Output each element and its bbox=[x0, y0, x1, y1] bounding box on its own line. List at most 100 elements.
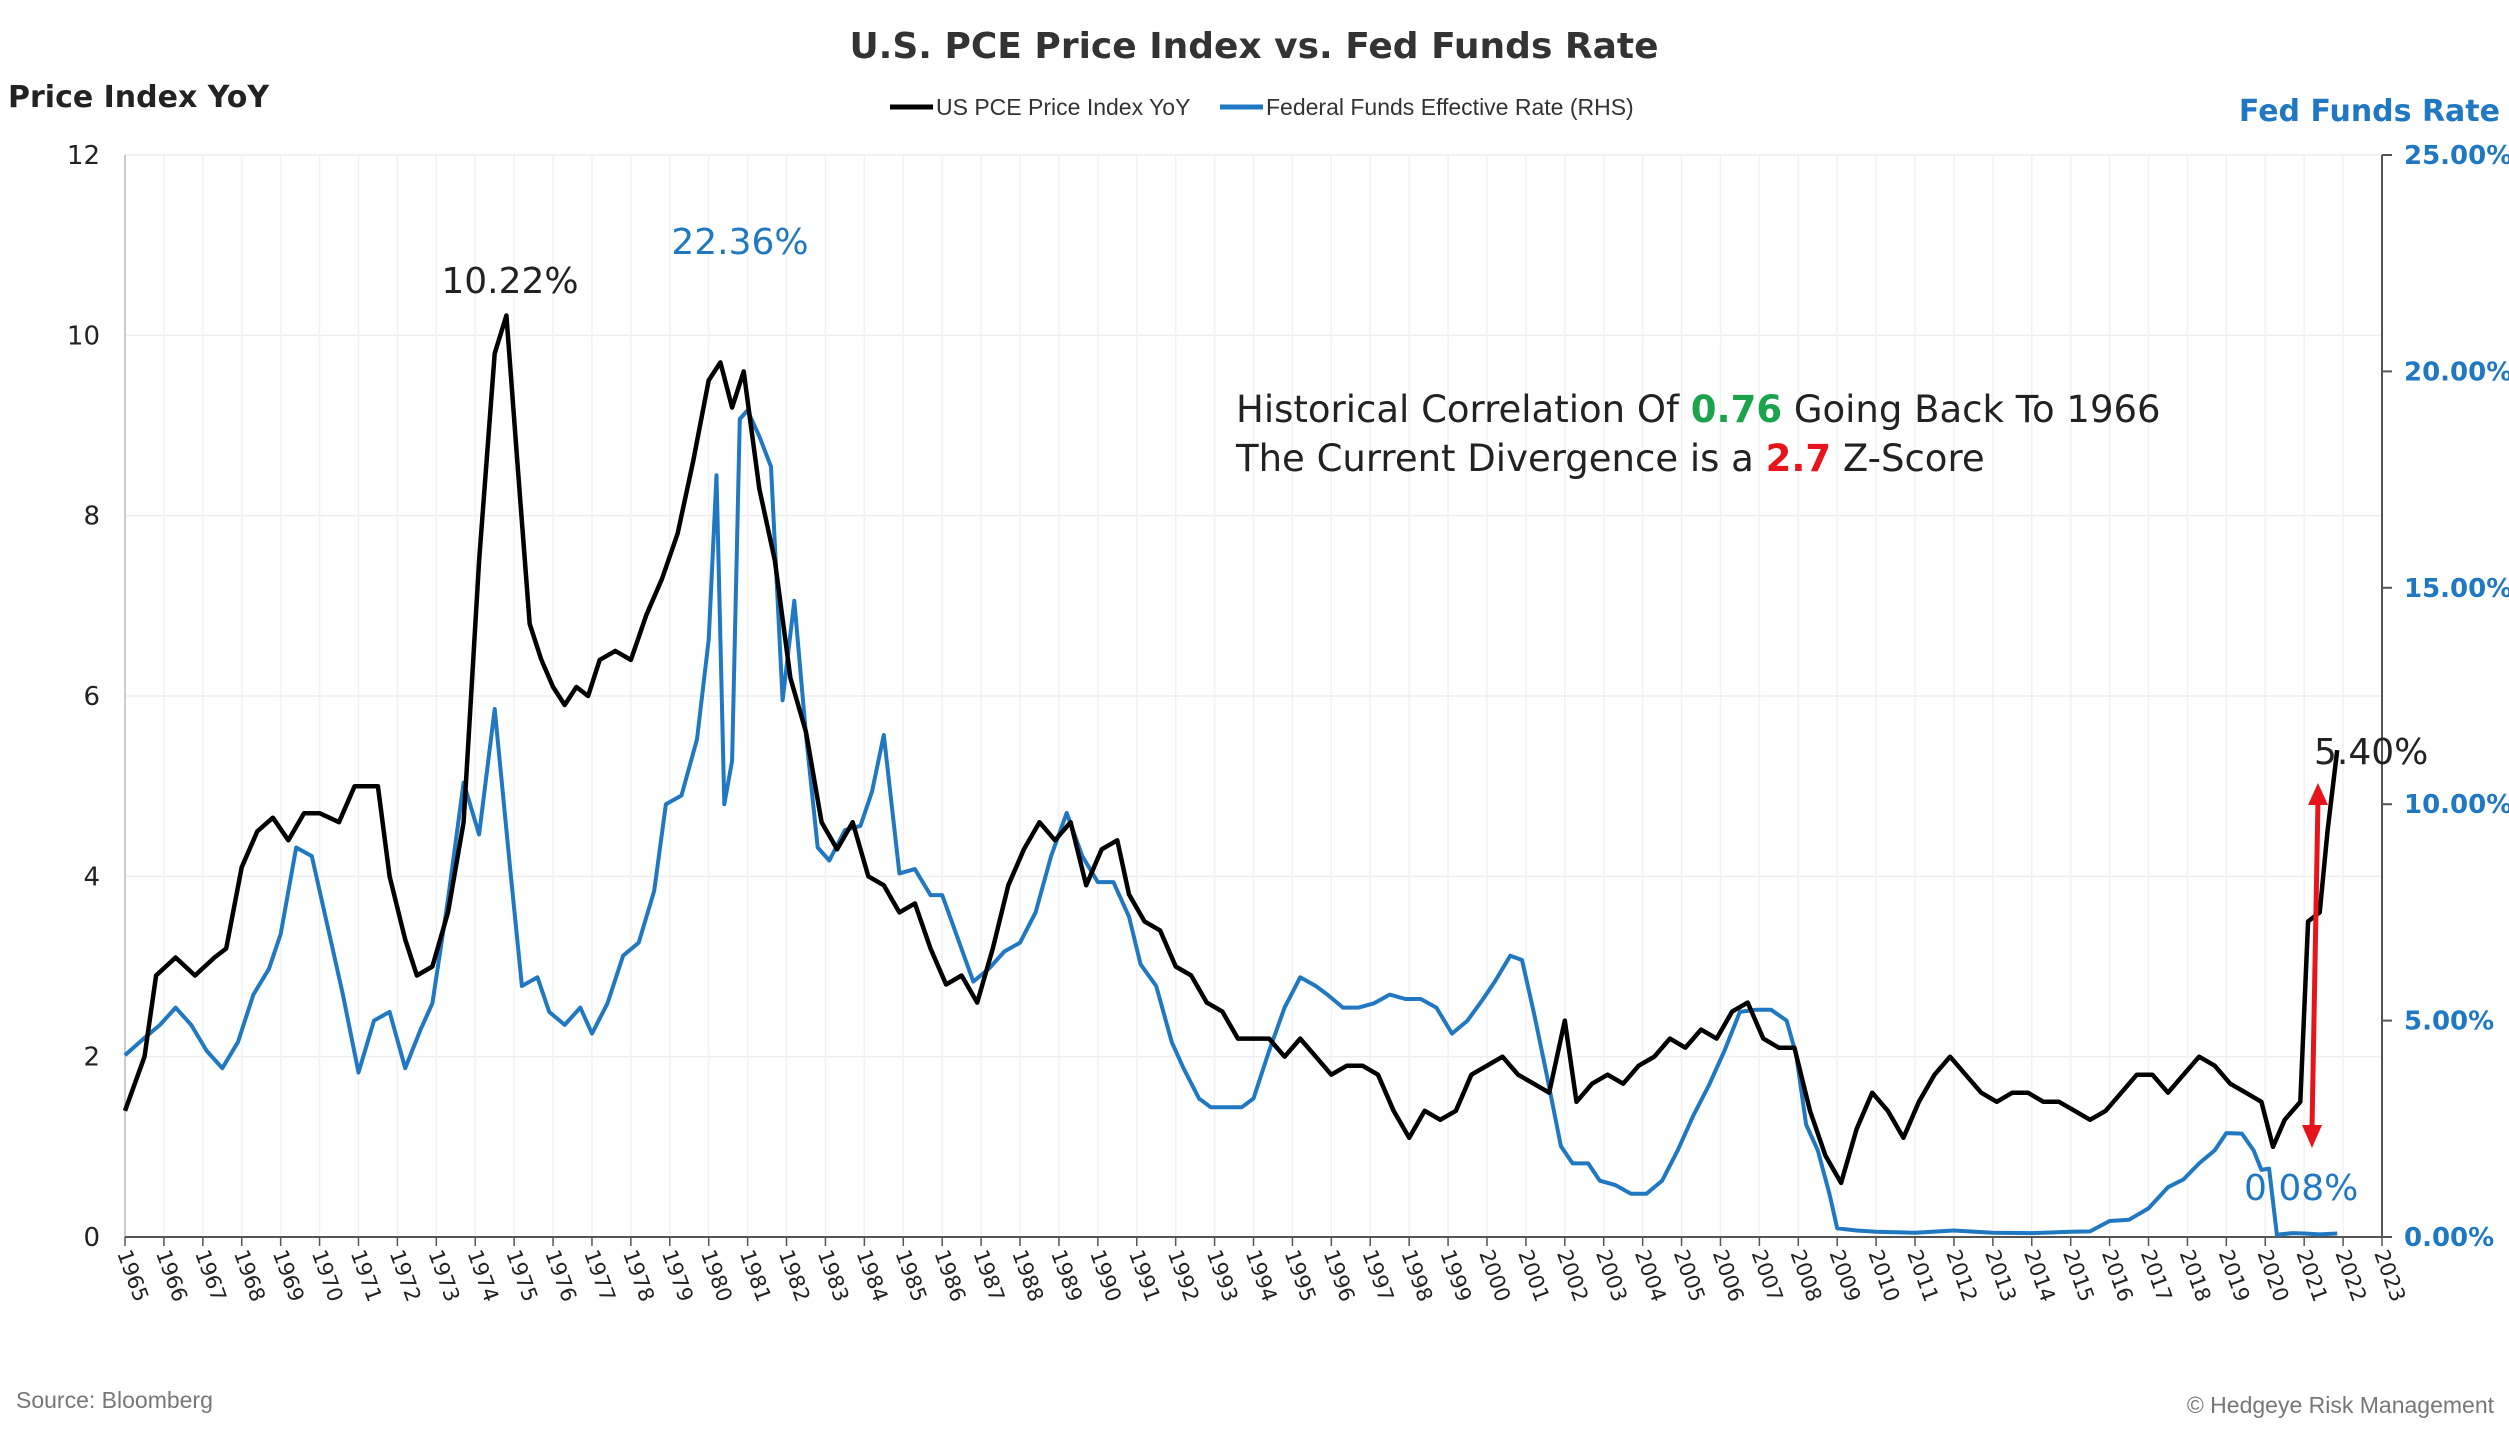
x-tick-label: 1976 bbox=[540, 1247, 581, 1305]
x-tick-label: 1985 bbox=[891, 1247, 932, 1305]
x-tick-label: 1966 bbox=[151, 1247, 192, 1305]
x-tick-label: 1975 bbox=[501, 1247, 542, 1305]
callout-fed-latest: 0.08% bbox=[2244, 1168, 2358, 1209]
x-tick-label: 2008 bbox=[1786, 1247, 1827, 1305]
right-y-ticks: 0.00% 5.00% 10.00% 15.00% 20.00% 25.00% bbox=[2382, 141, 2509, 1253]
x-tick-label: 2010 bbox=[1863, 1247, 1904, 1305]
divergence-arrow bbox=[2302, 783, 2328, 1148]
annotation-line1-suffix: Going Back To 1966 bbox=[1782, 388, 2161, 431]
y-tick-label-left: 4 bbox=[83, 862, 100, 892]
gridlines bbox=[124, 154, 2383, 1238]
x-tick-label: 1993 bbox=[1202, 1247, 1243, 1305]
x-tick-label: 1995 bbox=[1280, 1247, 1321, 1305]
chart-title: U.S. PCE Price Index vs. Fed Funds Rate bbox=[849, 26, 1658, 67]
x-tick-label: 2002 bbox=[1552, 1247, 1593, 1305]
x-tick-label: 2014 bbox=[2019, 1247, 2060, 1305]
x-tick-label: 2020 bbox=[2253, 1247, 2294, 1305]
x-tick-label: 1987 bbox=[968, 1247, 1009, 1305]
y-tick-label-left: 12 bbox=[67, 141, 100, 171]
x-tick-label: 1968 bbox=[229, 1247, 270, 1305]
x-tick-label: 1997 bbox=[1358, 1247, 1399, 1305]
y-tick-label-left: 2 bbox=[83, 1043, 100, 1073]
y-tick-label-left: 10 bbox=[67, 321, 100, 351]
x-tick-label: 1967 bbox=[190, 1247, 231, 1305]
copyright-note: © Hedgeye Risk Management bbox=[2187, 1392, 2495, 1418]
x-tick-label: 1981 bbox=[735, 1247, 776, 1305]
annotation-correlation-value: 0.76 bbox=[1691, 388, 1782, 431]
divergence-arrow-head-down bbox=[2302, 1125, 2322, 1148]
x-tick-label: 2018 bbox=[2175, 1247, 2216, 1305]
x-tick-label: 1984 bbox=[852, 1247, 893, 1305]
x-tick-label: 2023 bbox=[2369, 1247, 2410, 1305]
x-tick-label: 1991 bbox=[1124, 1247, 1165, 1305]
x-tick-label: 2001 bbox=[1513, 1247, 1554, 1305]
x-tick-label: 2000 bbox=[1474, 1247, 1515, 1305]
x-tick-label: 1996 bbox=[1319, 1247, 1360, 1305]
annotation-zscore-value: 2.7 bbox=[1766, 437, 1832, 480]
x-tick-label: 2011 bbox=[1902, 1247, 1943, 1305]
x-tick-label: 1977 bbox=[579, 1247, 620, 1305]
y-tick-label-right: 25.00% bbox=[2404, 141, 2509, 171]
x-tick-label: 2019 bbox=[2214, 1247, 2255, 1305]
x-tick-label: 2009 bbox=[1825, 1247, 1866, 1305]
x-tick-label: 1988 bbox=[1007, 1247, 1048, 1305]
x-tick-label: 2022 bbox=[2330, 1247, 2371, 1305]
x-tick-label: 2012 bbox=[1941, 1247, 1982, 1305]
legend-label-fed: Federal Funds Effective Rate (RHS) bbox=[1266, 94, 1634, 120]
y-tick-label-right: 20.00% bbox=[2404, 357, 2509, 387]
x-ticks: 1965196619671968196919701971197219731974… bbox=[112, 1237, 2410, 1305]
x-tick-label: 2017 bbox=[2136, 1247, 2177, 1305]
series-line-fed-funds bbox=[123, 408, 2338, 1237]
x-tick-label: 1965 bbox=[112, 1247, 153, 1305]
x-tick-label: 2003 bbox=[1591, 1247, 1632, 1305]
x-tick-label: 2021 bbox=[2291, 1247, 2332, 1305]
legend: US PCE Price Index YoY Federal Funds Eff… bbox=[890, 94, 1634, 120]
y-tick-label-left: 6 bbox=[83, 682, 100, 712]
annotation-line2-prefix: The Current Divergence is a bbox=[1235, 437, 1766, 480]
x-tick-label: 1989 bbox=[1046, 1247, 1087, 1305]
y-tick-label-right: 0.00% bbox=[2404, 1223, 2494, 1253]
x-tick-label: 1999 bbox=[1435, 1247, 1476, 1305]
x-tick-label: 1973 bbox=[424, 1247, 465, 1305]
x-tick-label: 1983 bbox=[813, 1247, 854, 1305]
x-tick-label: 1979 bbox=[657, 1247, 698, 1305]
x-tick-label: 1980 bbox=[696, 1247, 737, 1305]
callout-pce-latest: 5.40% bbox=[2314, 732, 2428, 773]
x-tick-label: 2004 bbox=[1630, 1247, 1671, 1305]
y-tick-label-right: 10.00% bbox=[2404, 790, 2509, 820]
annotation-divergence: The Current Divergence is a 2.7 Z-Score bbox=[1235, 437, 1985, 480]
divergence-arrow-head-up bbox=[2308, 783, 2328, 805]
x-tick-label: 1978 bbox=[618, 1247, 659, 1305]
x-tick-label: 2016 bbox=[2097, 1247, 2138, 1305]
x-tick-label: 1986 bbox=[929, 1247, 970, 1305]
callout-fed-peak: 22.36% bbox=[671, 222, 808, 263]
annotation-line2-suffix: Z-Score bbox=[1831, 437, 1984, 480]
left-axis-title: Price Index YoY bbox=[8, 80, 270, 115]
left-y-ticks: 0 2 4 6 8 10 12 bbox=[67, 141, 100, 1253]
x-tick-label: 1998 bbox=[1396, 1247, 1437, 1305]
x-tick-label: 1982 bbox=[774, 1247, 815, 1305]
divergence-arrow-shaft bbox=[2309, 799, 2321, 1129]
x-tick-label: 1992 bbox=[1163, 1247, 1204, 1305]
x-tick-label: 2005 bbox=[1669, 1247, 1710, 1305]
x-tick-label: 1990 bbox=[1085, 1247, 1126, 1305]
y-tick-label-left: 0 bbox=[83, 1223, 100, 1253]
x-tick-label: 2013 bbox=[1980, 1247, 2021, 1305]
annotation-line1-prefix: Historical Correlation Of bbox=[1236, 388, 1691, 431]
x-tick-label: 1974 bbox=[463, 1247, 504, 1305]
y-tick-label-left: 8 bbox=[83, 502, 100, 532]
y-tick-label-right: 5.00% bbox=[2404, 1007, 2494, 1037]
right-axis-title: Fed Funds Rate bbox=[2239, 94, 2500, 129]
legend-label-pce: US PCE Price Index YoY bbox=[936, 94, 1190, 120]
x-tick-label: 1970 bbox=[307, 1247, 348, 1305]
x-tick-label: 1969 bbox=[268, 1247, 309, 1305]
y-tick-label-right: 15.00% bbox=[2404, 574, 2509, 604]
series-line-pce bbox=[122, 313, 2340, 1186]
x-tick-label: 1994 bbox=[1241, 1247, 1282, 1305]
x-tick-label: 2006 bbox=[1708, 1247, 1749, 1305]
x-tick-label: 2015 bbox=[2058, 1247, 2099, 1305]
callout-pce-peak: 10.22% bbox=[441, 261, 578, 302]
x-tick-label: 1972 bbox=[385, 1247, 426, 1305]
x-tick-label: 2007 bbox=[1747, 1247, 1788, 1305]
